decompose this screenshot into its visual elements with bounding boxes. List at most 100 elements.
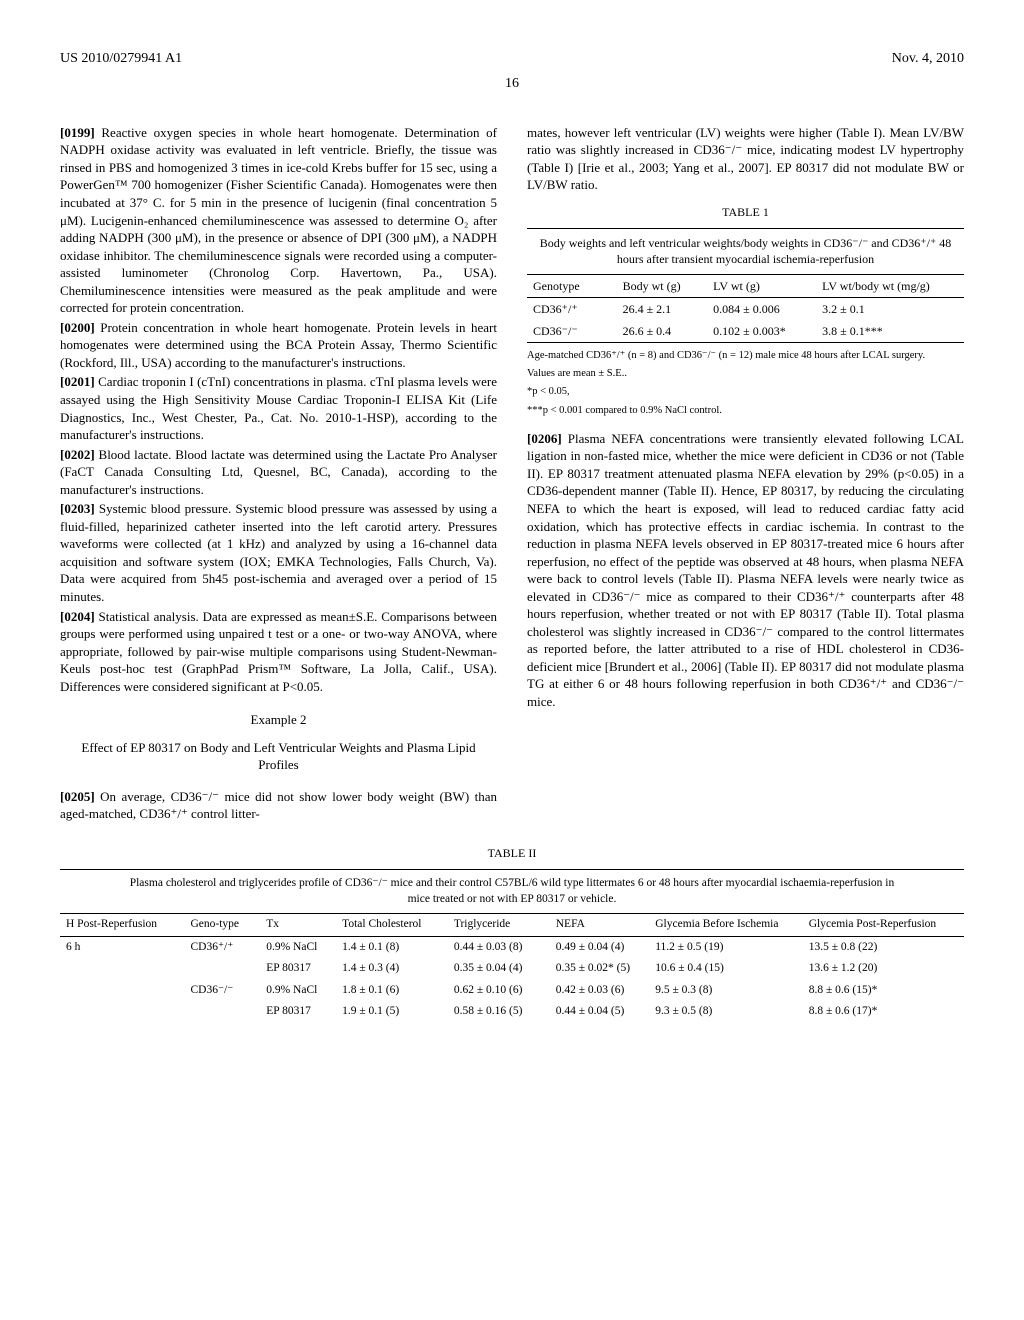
cell: 11.2 ± 0.5 (19) xyxy=(649,936,803,958)
cell: 26.6 ± 0.4 xyxy=(617,320,708,343)
table-row: EP 80317 1.9 ± 0.1 (5) 0.58 ± 0.16 (5) 0… xyxy=(60,1001,964,1023)
table1-h2: Body wt (g) xyxy=(617,274,708,297)
cell: 0.9% NaCl xyxy=(260,980,336,1002)
cell: 9.3 ± 0.5 (8) xyxy=(649,1001,803,1023)
para-text: Reactive oxygen species in whole heart h… xyxy=(60,125,497,315)
cell xyxy=(60,958,184,980)
table2-header-row: H Post-Reperfusion Geno-type Tx Total Ch… xyxy=(60,914,964,937)
cell: EP 80317 xyxy=(260,958,336,980)
table2-caption: Plasma cholesterol and triglycerides pro… xyxy=(60,870,964,914)
table1-caption: Body weights and left ventricular weight… xyxy=(527,229,964,274)
para-text: Cardiac troponin I (cTnI) concentrations… xyxy=(60,374,497,442)
para-num: [0200] xyxy=(60,320,95,335)
para-num: [0202] xyxy=(60,447,95,462)
cell: 0.44 ± 0.03 (8) xyxy=(448,936,550,958)
cell: 1.4 ± 0.3 (4) xyxy=(336,958,448,980)
table2-h3: Tx xyxy=(260,914,336,937)
cell: 0.44 ± 0.04 (5) xyxy=(550,1001,650,1023)
table2-h6: NEFA xyxy=(550,914,650,937)
para-0202: [0202] Blood lactate. Blood lactate was … xyxy=(60,446,497,499)
cell: 0.42 ± 0.03 (6) xyxy=(550,980,650,1002)
cell: 0.62 ± 0.10 (6) xyxy=(448,980,550,1002)
example-number: Example 2 xyxy=(60,711,497,729)
table-row: 6 h CD36⁺/⁺ 0.9% NaCl 1.4 ± 0.1 (8) 0.44… xyxy=(60,936,964,958)
cell: CD36⁻/⁻ xyxy=(527,320,617,343)
para-0203: [0203] Systemic blood pressure. Systemic… xyxy=(60,500,497,605)
table1-foot1: Age-matched CD36⁺/⁺ (n = 8) and CD36⁻/⁻ … xyxy=(527,349,964,363)
cell: 0.35 ± 0.02* (5) xyxy=(550,958,650,980)
table2-wrapper: TABLE II Plasma cholesterol and triglyce… xyxy=(60,845,964,1023)
page-number: 16 xyxy=(60,75,964,94)
cell: 0.35 ± 0.04 (4) xyxy=(448,958,550,980)
table1-header-row: Genotype Body wt (g) LV wt (g) LV wt/bod… xyxy=(527,274,964,297)
right-column: mates, however left ventricular (LV) wei… xyxy=(527,124,964,825)
cell: 10.6 ± 0.4 (15) xyxy=(649,958,803,980)
para-0205: [0205] On average, CD36⁻/⁻ mice did not … xyxy=(60,788,497,823)
para-0204: [0204] Statistical analysis. Data are ex… xyxy=(60,608,497,696)
cell: 8.8 ± 0.6 (15)* xyxy=(803,980,964,1002)
cell: EP 80317 xyxy=(260,1001,336,1023)
para-text: Plasma NEFA concentrations were transien… xyxy=(527,431,964,709)
cell: 13.5 ± 0.8 (22) xyxy=(803,936,964,958)
table2-h7: Glycemia Before Ischemia xyxy=(649,914,803,937)
cell: 0.58 ± 0.16 (5) xyxy=(448,1001,550,1023)
para-intro-right: mates, however left ventricular (LV) wei… xyxy=(527,124,964,194)
table-row: EP 80317 1.4 ± 0.3 (4) 0.35 ± 0.04 (4) 0… xyxy=(60,958,964,980)
cell: CD36⁺/⁺ xyxy=(184,936,260,958)
cell xyxy=(60,1001,184,1023)
para-num: [0201] xyxy=(60,374,95,389)
table1: Body weights and left ventricular weight… xyxy=(527,228,964,343)
cell: 3.8 ± 0.1*** xyxy=(816,320,964,343)
table2: Plasma cholesterol and triglycerides pro… xyxy=(60,869,964,1023)
para-text: Systemic blood pressure. Systemic blood … xyxy=(60,501,497,604)
para-0206: [0206] Plasma NEFA concentrations were t… xyxy=(527,430,964,711)
table-row: CD36⁺/⁺ 26.4 ± 2.1 0.084 ± 0.006 3.2 ± 0… xyxy=(527,297,964,320)
para-num: [0199] xyxy=(60,125,95,140)
table2-h5: Triglyceride xyxy=(448,914,550,937)
table2-label: TABLE II xyxy=(60,845,964,861)
example-title: Effect of EP 80317 on Body and Left Vent… xyxy=(60,739,497,774)
para-0201: [0201] Cardiac troponin I (cTnI) concent… xyxy=(60,373,497,443)
para-text: Statistical analysis. Data are expressed… xyxy=(60,609,497,694)
table1-h4: LV wt/body wt (mg/g) xyxy=(816,274,964,297)
para-num: [0204] xyxy=(60,609,95,624)
table1-h1: Genotype xyxy=(527,274,617,297)
cell: 0.102 ± 0.003* xyxy=(707,320,816,343)
cell: CD36⁺/⁺ xyxy=(527,297,617,320)
cell: 13.6 ± 1.2 (20) xyxy=(803,958,964,980)
cell xyxy=(184,958,260,980)
para-num: [0206] xyxy=(527,431,562,446)
table1-h3: LV wt (g) xyxy=(707,274,816,297)
cell: 6 h xyxy=(60,936,184,958)
cell: 8.8 ± 0.6 (17)* xyxy=(803,1001,964,1023)
cell: 0.084 ± 0.006 xyxy=(707,297,816,320)
table1-foot4: ***p < 0.001 compared to 0.9% NaCl contr… xyxy=(527,404,964,418)
table1-foot3: *p < 0.05, xyxy=(527,385,964,399)
table2-h4: Total Cholesterol xyxy=(336,914,448,937)
cell xyxy=(184,1001,260,1023)
para-num: [0203] xyxy=(60,501,95,516)
table-row: CD36⁻/⁻ 0.9% NaCl 1.8 ± 0.1 (6) 0.62 ± 0… xyxy=(60,980,964,1002)
cell: CD36⁻/⁻ xyxy=(184,980,260,1002)
cell: 1.4 ± 0.1 (8) xyxy=(336,936,448,958)
table-row: CD36⁻/⁻ 26.6 ± 0.4 0.102 ± 0.003* 3.8 ± … xyxy=(527,320,964,343)
table2-h1: H Post-Reperfusion xyxy=(60,914,184,937)
para-0200: [0200] Protein concentration in whole he… xyxy=(60,319,497,372)
cell: 26.4 ± 2.1 xyxy=(617,297,708,320)
cell: 3.2 ± 0.1 xyxy=(816,297,964,320)
cell: 0.49 ± 0.04 (4) xyxy=(550,936,650,958)
table2-h8: Glycemia Post-Reperfusion xyxy=(803,914,964,937)
cell: 1.9 ± 0.1 (5) xyxy=(336,1001,448,1023)
table1-foot2: Values are mean ± S.E.. xyxy=(527,367,964,381)
para-text: Protein concentration in whole heart hom… xyxy=(60,320,497,370)
cell: 9.5 ± 0.3 (8) xyxy=(649,980,803,1002)
para-text: Blood lactate. Blood lactate was determi… xyxy=(60,447,497,497)
para-text: On average, CD36⁻/⁻ mice did not show lo… xyxy=(60,789,497,822)
publication-date: Nov. 4, 2010 xyxy=(892,50,964,69)
table1-label: TABLE 1 xyxy=(527,204,964,220)
page-header: US 2010/0279941 A1 Nov. 4, 2010 xyxy=(60,50,964,69)
cell xyxy=(60,980,184,1002)
publication-number: US 2010/0279941 A1 xyxy=(60,50,182,69)
two-column-body: [0199] Reactive oxygen species in whole … xyxy=(60,124,964,825)
cell: 1.8 ± 0.1 (6) xyxy=(336,980,448,1002)
